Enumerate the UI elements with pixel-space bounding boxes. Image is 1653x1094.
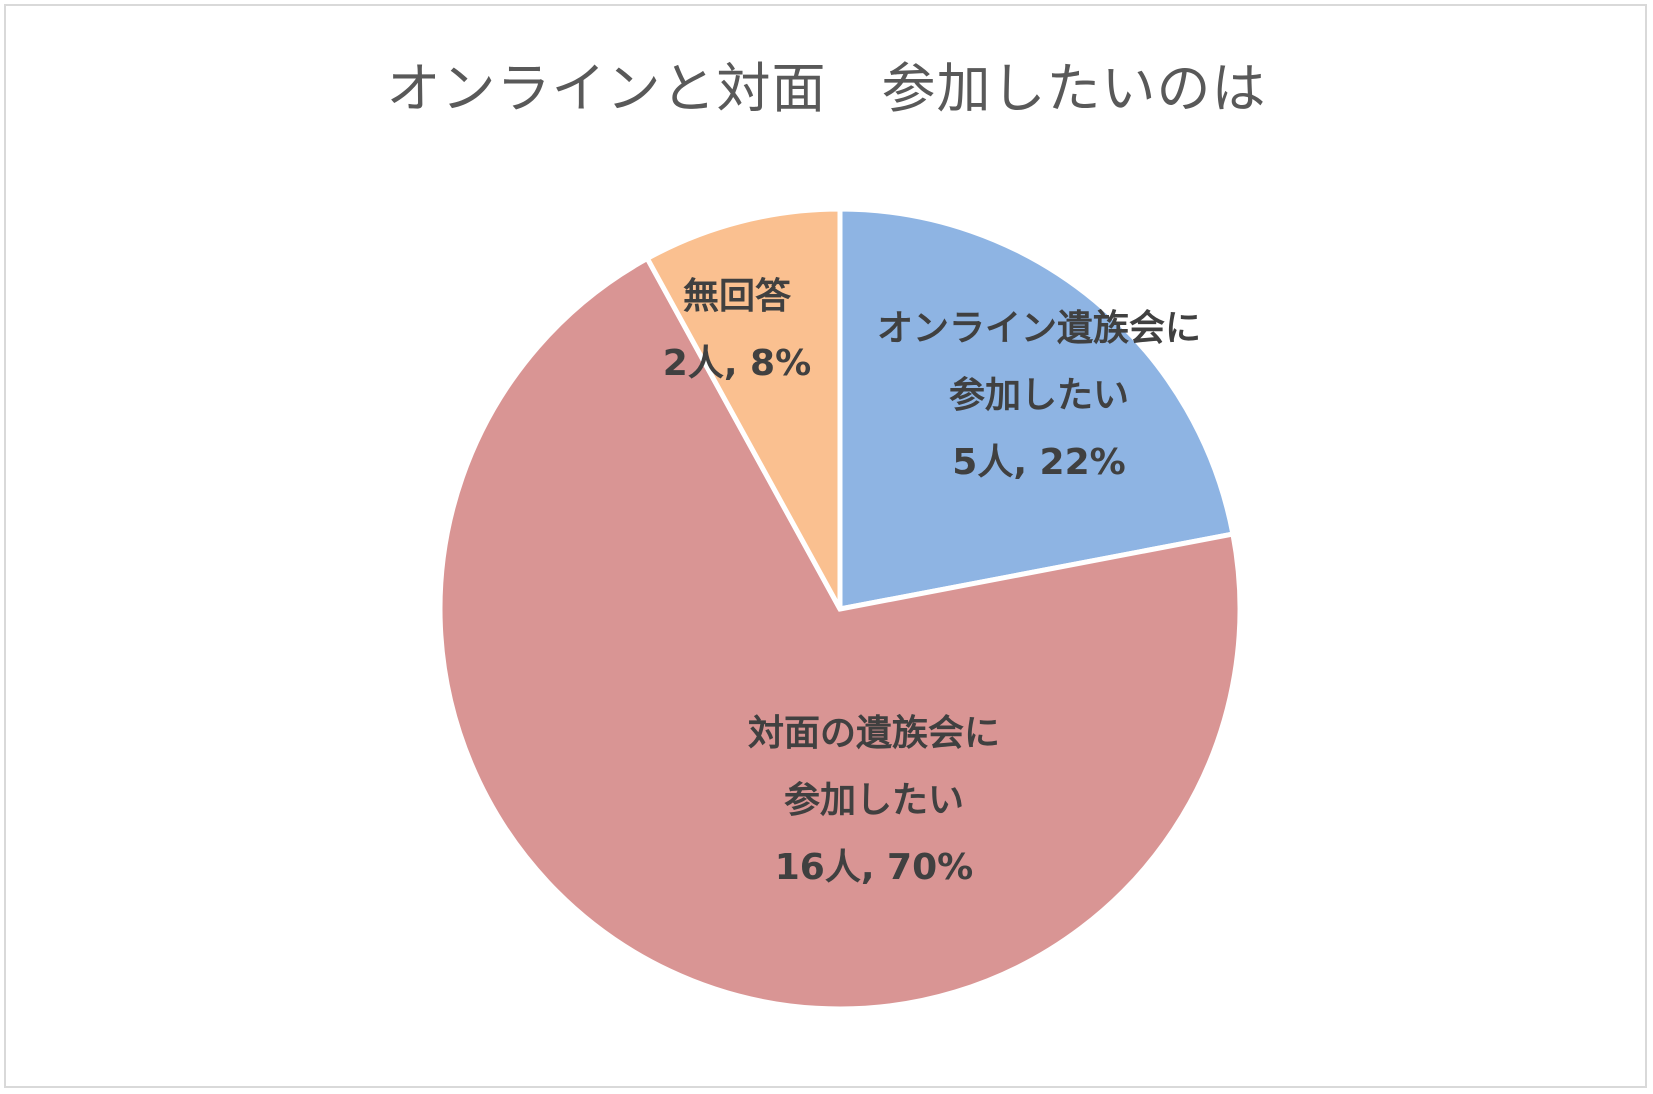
slice-category-label-0: 参加したい xyxy=(949,375,1129,416)
slice-value-label-1: 16人, 70% xyxy=(775,847,973,888)
slice-category-label-0: オンライン遺族会に xyxy=(877,308,1201,349)
slice-category-label-1: 対面の遺族会に xyxy=(748,713,1000,754)
pie-slice-0 xyxy=(837,206,1236,613)
slice-category-label-1: 参加したい xyxy=(784,780,964,821)
slice-category-label-2: 無回答 xyxy=(683,276,792,317)
slice-value-label-0: 5人, 22% xyxy=(952,442,1125,483)
slice-value-label-2: 2人, 8% xyxy=(663,343,811,384)
pie-slice-1 xyxy=(437,255,1243,1012)
pie-slice-2 xyxy=(643,206,843,611)
pie-slices xyxy=(437,206,1243,1012)
chart-title: オンラインと対面 参加したいのは xyxy=(386,57,1267,120)
